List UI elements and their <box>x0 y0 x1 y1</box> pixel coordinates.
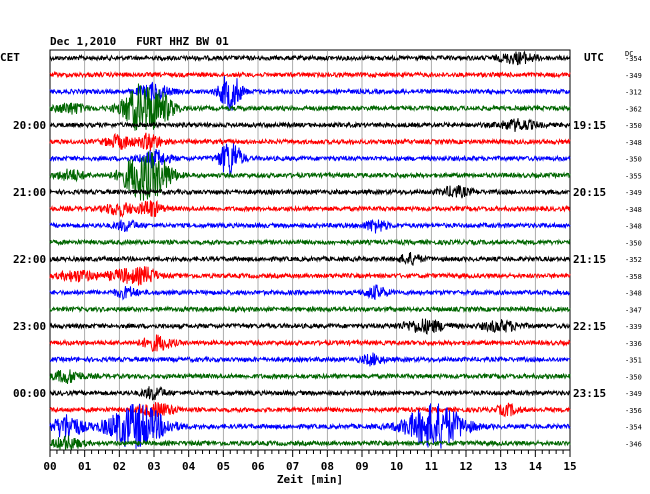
dc-offset-label: -355 <box>625 172 642 180</box>
seismic-trace <box>49 251 571 266</box>
dc-offset-label: -350 <box>625 373 642 381</box>
seismic-trace <box>49 132 571 152</box>
dc-offset-label: -358 <box>625 273 642 281</box>
dc-offset-label: -362 <box>625 105 642 113</box>
left-time-label: 21:00 <box>13 186 46 199</box>
left-timezone-label: CET <box>0 51 20 64</box>
seismic-trace <box>49 238 571 247</box>
seismic-trace <box>49 403 571 449</box>
x-axis: 00 01 02 03 04 05 06 07 08 09 10 11 12 13 14 15 <box>43 450 577 473</box>
left-time-label: 23:00 <box>13 320 46 333</box>
chart-title: Dec 1,2010 FURT HHZ BW 01 <box>50 35 229 48</box>
seismic-trace <box>49 352 571 367</box>
x-tick-label: 13 <box>494 460 507 473</box>
seismic-trace <box>49 50 571 66</box>
dc-offset-label: -348 <box>625 290 642 298</box>
dc-offset-label: -336 <box>625 340 642 348</box>
dc-offset-label: -354 <box>625 55 642 63</box>
x-tick-label: 10 <box>390 460 403 473</box>
dc-offset-label: -339 <box>625 323 642 331</box>
seismic-trace <box>49 434 571 451</box>
x-tick-label: 01 <box>78 460 92 473</box>
seismic-trace <box>49 218 571 234</box>
dc-offset-label: -348 <box>625 139 642 147</box>
x-tick-label: 00 <box>43 460 56 473</box>
time-grid <box>84 50 536 450</box>
x-tick-label: 07 <box>286 460 299 473</box>
x-tick-label: 14 <box>529 460 543 473</box>
seismic-trace <box>49 200 571 218</box>
x-tick-label: 05 <box>217 460 230 473</box>
seismic-trace <box>49 266 571 287</box>
seismic-trace <box>49 76 570 111</box>
right-timezone-label: UTC <box>584 51 604 64</box>
seismic-trace <box>49 305 571 314</box>
right-time-label: 20:15 <box>573 186 606 199</box>
x-tick-label: 04 <box>182 460 196 473</box>
dc-offset-label: -348 <box>625 223 642 231</box>
right-time-label: 23:15 <box>573 387 606 400</box>
dc-offset-label: -356 <box>625 407 642 415</box>
dc-offset-label: -351 <box>625 357 642 365</box>
seismic-trace <box>49 369 571 384</box>
dc-offset-label: -352 <box>625 256 642 264</box>
seismic-trace <box>49 70 571 79</box>
dc-offset-label: -350 <box>625 122 642 130</box>
dc-offset-header: DC <box>625 50 633 58</box>
x-tick-label: 15 <box>563 460 576 473</box>
dc-offset-label: -349 <box>625 72 642 80</box>
seismic-trace <box>49 334 571 352</box>
dc-offset-label: -350 <box>625 239 642 247</box>
dc-offset-label: -347 <box>625 306 642 314</box>
x-tick-label: 03 <box>147 460 160 473</box>
seismic-trace <box>49 143 571 177</box>
right-time-label: 19:15 <box>573 119 606 132</box>
seismic-trace <box>49 83 571 131</box>
x-tick-label: 09 <box>355 460 368 473</box>
left-time-label: 22:00 <box>13 253 46 266</box>
plot-frame <box>49 49 571 451</box>
seismic-trace <box>49 151 571 201</box>
dc-offset-label: -348 <box>625 206 642 214</box>
dc-offset-labels: -354 -349 -312 -362 -350 -348 -350 -355 -349 -348… <box>625 55 642 448</box>
x-tick-label: 08 <box>321 460 334 473</box>
dc-offset-label: -350 <box>625 156 642 164</box>
dc-offset-label: -349 <box>625 189 642 197</box>
seismic-trace <box>49 385 571 401</box>
right-time-labels: 19:15 20:15 21:15 22:15 23:15 <box>573 119 606 400</box>
right-time-label: 21:15 <box>573 253 606 266</box>
left-time-label: 00:00 <box>13 387 46 400</box>
left-time-label: 20:00 <box>13 119 46 132</box>
seismic-traces <box>49 50 571 451</box>
dc-offset-label: -349 <box>625 390 642 398</box>
dc-offset-label: -312 <box>625 89 642 97</box>
dc-offset-label: -354 <box>625 424 642 432</box>
seismic-trace <box>49 118 571 132</box>
x-tick-label: 11 <box>425 460 439 473</box>
x-tick-label: 06 <box>251 460 265 473</box>
seismic-trace <box>49 402 571 418</box>
dc-offset-label: -346 <box>625 440 642 448</box>
x-axis-label: Zeit [min] <box>277 473 343 486</box>
x-tick-label: 12 <box>459 460 472 473</box>
left-time-labels: 20:00 21:00 22:00 23:00 00:00 <box>13 119 46 400</box>
seismic-trace <box>49 184 571 199</box>
right-time-label: 22:15 <box>573 320 606 333</box>
seismic-trace <box>49 284 571 301</box>
seismic-trace <box>49 318 571 335</box>
x-tick-label: 02 <box>113 460 126 473</box>
